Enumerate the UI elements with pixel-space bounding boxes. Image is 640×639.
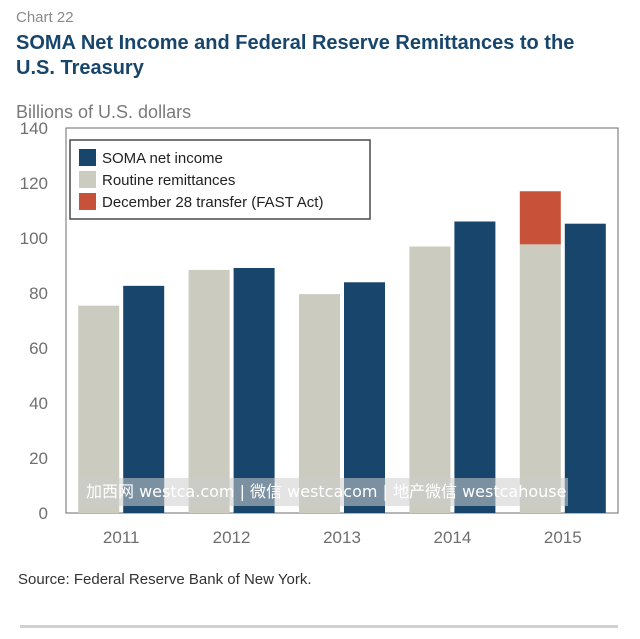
bottom-divider (20, 625, 618, 628)
bar-routine-remittances (409, 246, 451, 513)
bar-soma-net-income (454, 221, 496, 513)
y-tick-label: 100 (20, 229, 48, 248)
bar-routine-remittances (299, 294, 340, 513)
bar-soma-net-income (344, 282, 385, 513)
x-tick-label: 2013 (323, 528, 361, 547)
bar-soma-net-income (123, 285, 165, 513)
bar-soma-net-income (564, 223, 606, 513)
legend-label: SOMA net income (102, 150, 223, 167)
chart-number: Chart 22 (16, 9, 74, 26)
y-tick-label: 140 (20, 119, 48, 138)
x-tick-label: 2014 (433, 528, 471, 547)
bar-fast-act-transfer (519, 191, 561, 245)
legend-label: Routine remittances (102, 172, 235, 189)
legend-label: December 28 transfer (FAST Act) (102, 194, 323, 211)
x-tick-label: 2015 (544, 528, 582, 547)
x-tick-label: 2012 (213, 528, 251, 547)
legend-box (69, 139, 371, 220)
y-tick-label: 120 (20, 174, 48, 193)
y-tick-label: 0 (39, 504, 48, 523)
y-axis-unit-label: Billions of U.S. dollars (16, 102, 192, 122)
bar-soma-net-income (233, 267, 275, 513)
y-tick-label: 80 (29, 284, 48, 303)
plot-frame (65, 127, 619, 514)
x-tick-label: 2011 (103, 528, 140, 547)
y-tick-label: 60 (29, 339, 48, 358)
legend-swatch (79, 193, 96, 210)
y-tick-label: 20 (29, 449, 48, 468)
bar-routine-remittances (519, 244, 561, 513)
bar-routine-remittances (188, 269, 230, 513)
legend-swatch (79, 171, 96, 188)
watermark-text: 加西网 westca.com | 微信 westcacom | 地产微信 wes… (80, 478, 568, 506)
y-tick-label: 40 (29, 394, 48, 413)
source-note: Source: Federal Reserve Bank of New York… (18, 571, 312, 588)
legend-swatch (79, 149, 96, 166)
chart-title: SOMA Net Income and Federal Reserve Remi… (16, 32, 575, 79)
